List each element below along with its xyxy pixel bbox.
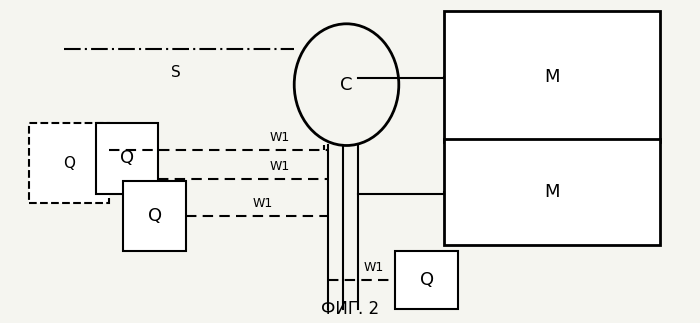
Text: W1: W1: [270, 160, 290, 173]
Bar: [29, 123, 109, 203]
Text: Q: Q: [148, 207, 162, 225]
Text: Q: Q: [120, 149, 134, 167]
Text: M: M: [545, 183, 560, 201]
Text: W1: W1: [270, 131, 290, 144]
Bar: [444, 11, 660, 142]
Bar: [444, 139, 660, 245]
Text: W1: W1: [253, 196, 272, 210]
Text: W1: W1: [364, 261, 384, 274]
Bar: [395, 251, 458, 309]
Text: M: M: [545, 68, 560, 86]
Text: Q: Q: [64, 156, 76, 171]
Bar: [95, 123, 158, 193]
Bar: [123, 181, 186, 251]
Text: Q: Q: [419, 271, 434, 289]
Text: ФИГ. 2: ФИГ. 2: [321, 300, 379, 318]
Text: S: S: [171, 66, 181, 80]
Text: C: C: [340, 76, 353, 94]
